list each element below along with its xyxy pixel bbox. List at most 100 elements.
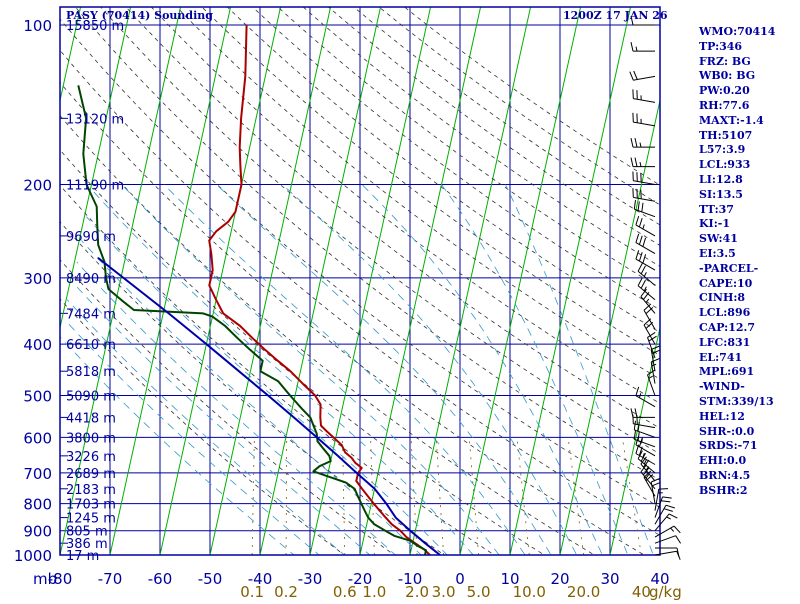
moist-adiabat-40 — [505, 185, 657, 567]
wind-barb — [636, 216, 655, 236]
mixing-ratio-label: 20.0 — [567, 583, 600, 600]
mixing-ratio-line-0.6 — [343, 437, 345, 555]
temperature-tick-label: -30 — [298, 570, 323, 588]
moist-adiabat-0 — [86, 217, 457, 567]
mixing-ratio-label: 2.0 — [405, 583, 429, 600]
index-item: EI:3.5 — [699, 247, 775, 262]
height-label: 6610 m — [66, 338, 116, 353]
isotherm-20 — [558, 0, 688, 566]
wind-barb — [631, 42, 655, 51]
height-label: 5818 m — [66, 365, 116, 380]
wind-barb — [633, 415, 655, 428]
index-item: STM:339/13 — [699, 395, 775, 410]
pressure-tick-label: 800 — [23, 496, 52, 514]
isotherm--20 — [358, 0, 488, 566]
isotherm-10 — [508, 0, 638, 566]
height-label: 13120 m — [66, 112, 124, 127]
pressure-tick-label: 100 — [23, 17, 52, 35]
index-item: WMO:70414 — [699, 25, 775, 40]
index-item: LCL:896 — [699, 306, 775, 321]
dry-adiabat-340 — [70, 1, 800, 567]
index-item: TT:37 — [699, 203, 775, 218]
index-item: EHI:0.0 — [699, 454, 775, 469]
mixing-ratio-label: 0.1 — [240, 583, 264, 600]
mixing-ratio-line-3.0 — [436, 437, 443, 555]
mixing-ratio-line-20.0 — [568, 437, 584, 555]
wind-barb — [633, 89, 655, 102]
temperature-trace — [209, 25, 430, 555]
index-item: KI:-1 — [699, 217, 775, 232]
wind-barb — [641, 289, 655, 313]
pressure-tick-label: 1000 — [14, 547, 52, 565]
wind-barb — [630, 71, 655, 80]
wind-barb — [655, 514, 677, 531]
index-item: EL:741 — [699, 351, 775, 366]
isotherm--70 — [108, 0, 238, 566]
isotherm--60 — [158, 0, 288, 566]
height-label: 3226 m — [66, 450, 116, 465]
index-item: SRDS:-71 — [699, 439, 775, 454]
mixing-ratio-label: 5.0 — [467, 583, 491, 600]
index-item: MPL:691 — [699, 365, 775, 380]
index-item: LCL:933 — [699, 158, 775, 173]
moist-adiabat-25 — [283, 185, 583, 567]
index-item: SI:13.5 — [699, 188, 775, 203]
dry-adiabat-250 — [0, 1, 359, 567]
wind-barb — [648, 370, 656, 396]
index-item: -PARCEL- — [699, 262, 775, 277]
moist-adiabat--10 — [77, 262, 408, 566]
height-label: 7484 m — [66, 307, 116, 322]
mixing-ratio-line-5.0 — [469, 437, 478, 555]
index-item: BRN:4.5 — [699, 469, 775, 484]
index-item: CINH:8 — [699, 291, 775, 306]
wind-barb — [655, 536, 681, 544]
index-item: WB0: BG — [699, 69, 775, 84]
index-item: CAP:12.7 — [699, 321, 775, 336]
pressure-tick-label: 200 — [23, 177, 52, 195]
height-label: 1703 m — [66, 498, 116, 513]
index-item: BSHR:2 — [699, 484, 775, 499]
index-item: LFC:831 — [699, 336, 775, 351]
wind-barb — [633, 113, 655, 126]
height-label: 11190 m — [66, 179, 124, 194]
mixing-ratio-unit: g/kg — [649, 583, 682, 600]
isotherm--50 — [208, 0, 338, 566]
index-item: PW:0.20 — [699, 84, 775, 99]
index-item: L57:3.9 — [699, 143, 775, 158]
mixing-ratio-label: 0.6 — [333, 583, 357, 600]
index-item: -WIND- — [699, 380, 775, 395]
height-label: 8490 m — [66, 272, 116, 287]
temperature-tick-label: -50 — [198, 570, 223, 588]
index-item: RH:77.6 — [699, 99, 775, 114]
temperature-tick-label: -70 — [98, 570, 123, 588]
height-label: 3800 m — [66, 431, 116, 446]
height-label: 4418 m — [66, 411, 116, 426]
isotherm--40 — [258, 0, 388, 566]
height-label: 9690 m — [66, 230, 116, 245]
index-item: FRZ: BG — [699, 55, 775, 70]
height-label: 17 m — [66, 549, 99, 564]
pressure-tick-label: 400 — [23, 336, 52, 354]
wind-barb — [636, 387, 655, 407]
index-item: MAXT:-1.4 — [699, 114, 775, 129]
wind-barb — [631, 158, 655, 167]
isotherm--30 — [308, 0, 438, 566]
pressure-tick-label: 600 — [23, 429, 52, 447]
height-label: 2689 m — [66, 467, 116, 482]
index-item: TH:5107 — [699, 129, 775, 144]
temperature-tick-label: 30 — [600, 570, 619, 588]
moist-adiabat-15 — [164, 185, 533, 567]
mixing-ratio-line-0.2 — [286, 437, 287, 555]
valid-time: 1200Z 17 JAN 26 — [563, 9, 668, 22]
temperature-tick-label: 0 — [455, 570, 465, 588]
mixing-ratio-label: 1.0 — [362, 583, 386, 600]
pressure-tick-label: 700 — [23, 465, 52, 483]
index-item: SHR-:0.0 — [699, 425, 775, 440]
wind-barb — [638, 278, 655, 300]
pressure-tick-label: 500 — [23, 387, 52, 405]
index-item: TP:346 — [699, 40, 775, 55]
index-item: LI:12.8 — [699, 173, 775, 188]
mixing-ratio-label: 10.0 — [513, 583, 546, 600]
